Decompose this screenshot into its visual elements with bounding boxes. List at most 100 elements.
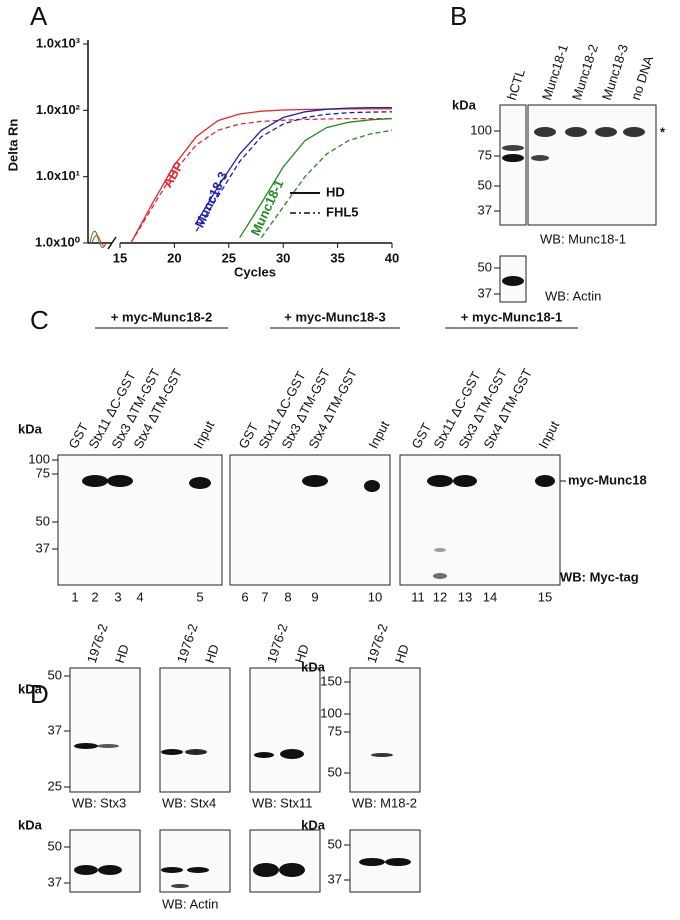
x-axis-label: Cycles: [234, 264, 276, 279]
band: [279, 863, 305, 877]
y-tick-label: 1.0x10²: [36, 102, 81, 117]
marker-label: 50: [328, 836, 342, 851]
marker-label: 100: [320, 705, 342, 720]
x-tick-label: 35: [330, 250, 344, 265]
kda-label: kDa: [18, 681, 43, 696]
lane-label: GST: [408, 420, 434, 451]
annotation: *: [660, 124, 666, 139]
band: [171, 884, 189, 888]
band: [74, 865, 98, 875]
blot: [159, 829, 231, 893]
lane-number: 5: [196, 589, 203, 604]
marker-label: 50: [478, 259, 492, 274]
marker-label: 50: [48, 838, 62, 853]
marker-label: 150: [320, 673, 342, 688]
curve: [195, 106, 392, 224]
blot: [399, 454, 561, 586]
band: [371, 753, 393, 757]
lane-number: 15: [538, 589, 552, 604]
band: [535, 475, 555, 487]
group-header: + myc-Munc18-1: [461, 309, 563, 324]
band: [565, 127, 587, 137]
lane-label: HD: [202, 642, 222, 664]
lane-label: 1976-2: [174, 622, 201, 665]
lane-label: 1976-2: [264, 622, 291, 665]
legend-label: HD: [326, 184, 345, 199]
marker-label: 50: [36, 513, 50, 528]
marker-label: 75: [36, 465, 50, 480]
band: [254, 752, 274, 758]
lane-label: Munc18-2: [569, 42, 601, 102]
group-header: + myc-Munc18-3: [284, 309, 386, 324]
blot: [69, 667, 141, 793]
marker-label: 37: [328, 871, 342, 886]
y-tick-label: 1.0x10³: [36, 35, 81, 50]
group-header: + myc-Munc18-2: [111, 309, 213, 324]
band: [427, 475, 453, 487]
early-noise: [91, 235, 107, 247]
lane-number: 7: [261, 589, 268, 604]
lane-label: no DNA: [628, 54, 656, 102]
y-axis-label: Delta Rn: [5, 119, 20, 172]
marker-label: 37: [48, 874, 62, 889]
blot: [159, 667, 231, 793]
lane-number: 4: [136, 589, 143, 604]
blot: [249, 667, 321, 793]
band: [434, 548, 446, 552]
wb-label: WB: Myc-tag: [560, 569, 639, 584]
lane-number: 12: [433, 589, 447, 604]
band: [595, 127, 617, 137]
blot: [499, 104, 527, 226]
x-tick-label: 40: [385, 250, 399, 265]
blot: [349, 667, 421, 793]
band: [253, 863, 279, 877]
wb-label: WB: M18-2: [352, 795, 417, 810]
wb-label: WB: Stx11: [252, 795, 312, 810]
panel-label: A: [30, 1, 48, 31]
x-tick-label: 30: [276, 250, 290, 265]
marker-label: 100: [28, 451, 50, 466]
band: [82, 475, 108, 487]
curve: [260, 129, 393, 239]
band: [107, 475, 133, 487]
curve: [130, 117, 392, 244]
marker-label: 37: [478, 285, 492, 300]
curve: [239, 117, 393, 239]
band: [502, 154, 524, 162]
marker-label: 37: [48, 722, 62, 737]
lane-number: 10: [368, 589, 382, 604]
blot: [249, 829, 321, 893]
lane-number: 3: [114, 589, 121, 604]
axis-break: [107, 236, 117, 250]
kda-label: kDa: [452, 97, 477, 112]
x-tick-label: 15: [113, 250, 127, 265]
wb-label: WB: Actin: [162, 896, 218, 911]
lane-number: 14: [483, 589, 497, 604]
lane-number: 1: [71, 589, 78, 604]
band: [623, 127, 645, 137]
wb-label: WB: Munc18-1: [540, 231, 626, 246]
lane-label: 1976-2: [364, 622, 391, 665]
panel-label: C: [30, 305, 49, 335]
band: [302, 475, 328, 487]
lane-label: Munc18-1: [539, 42, 571, 102]
band: [74, 743, 98, 749]
band: [531, 155, 549, 161]
marker-label: 37: [478, 202, 492, 217]
lane-number: 11: [411, 589, 425, 604]
band: [280, 749, 304, 759]
panel-label: B: [450, 1, 467, 31]
band: [359, 858, 385, 866]
lane-label: hCTL: [504, 67, 528, 102]
blot: [527, 104, 657, 226]
kda-label: kDa: [301, 659, 326, 674]
y-tick-label: 1.0x10¹: [36, 168, 80, 183]
lane-number: 2: [91, 589, 98, 604]
x-tick-label: 20: [167, 250, 181, 265]
marker-label: 75: [328, 723, 342, 738]
band: [189, 477, 211, 489]
blot: [69, 829, 141, 893]
marker-label: 50: [328, 764, 342, 779]
curve: [130, 108, 392, 244]
marker-label: 100: [470, 122, 492, 137]
